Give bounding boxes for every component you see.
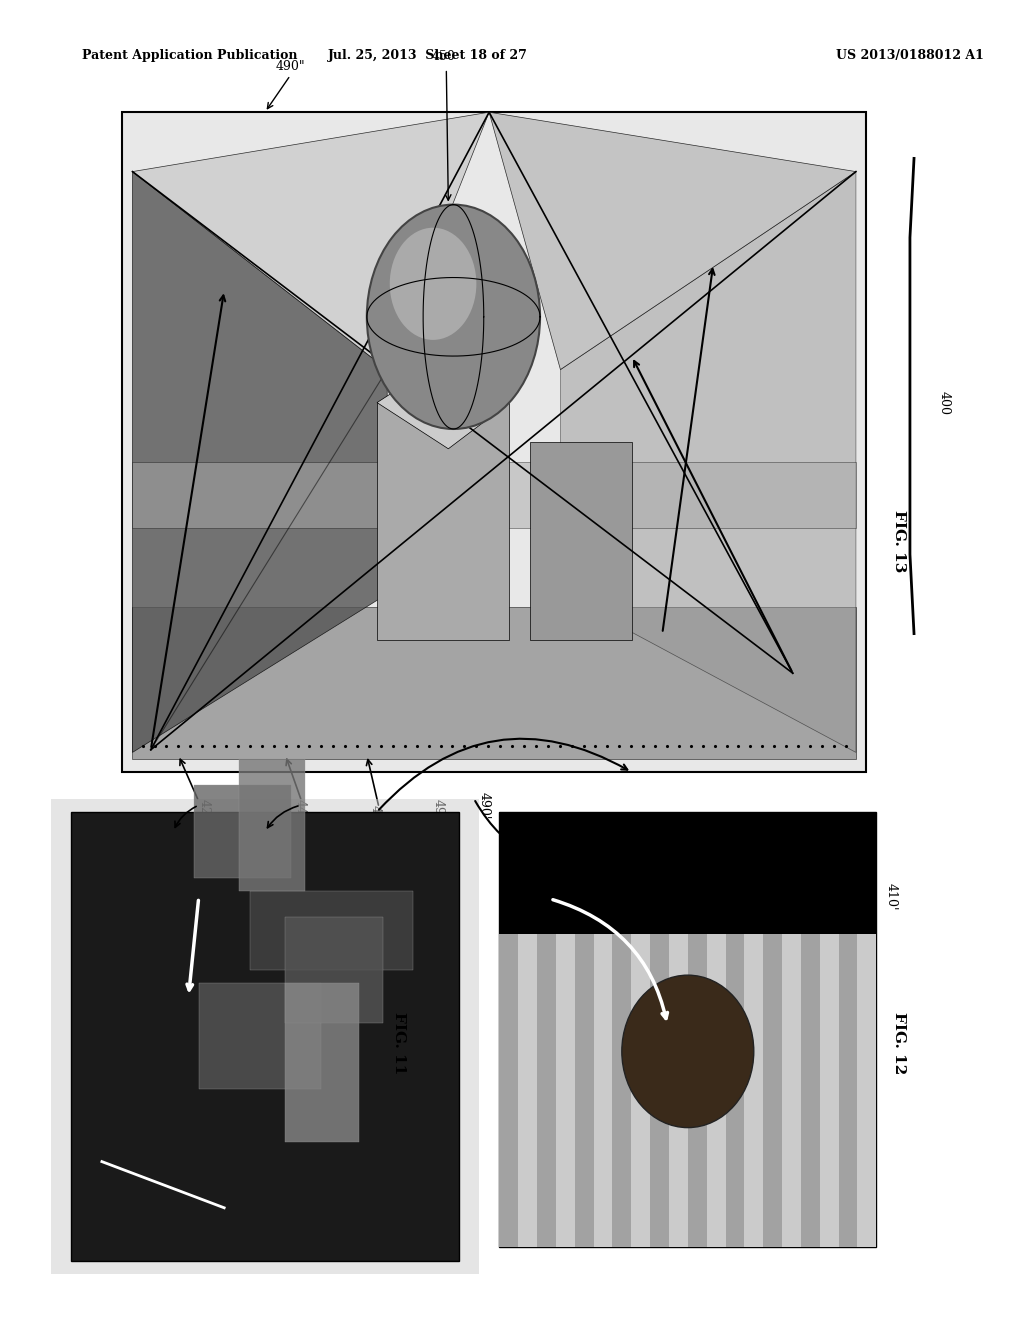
FancyBboxPatch shape (763, 865, 782, 1247)
FancyBboxPatch shape (122, 112, 866, 772)
FancyBboxPatch shape (500, 865, 518, 1247)
FancyBboxPatch shape (782, 865, 801, 1247)
FancyBboxPatch shape (650, 865, 669, 1247)
Text: 450: 450 (431, 50, 456, 63)
Polygon shape (132, 607, 856, 759)
FancyBboxPatch shape (556, 865, 574, 1247)
FancyBboxPatch shape (500, 812, 877, 1247)
Text: FIG. 13: FIG. 13 (892, 510, 905, 573)
Polygon shape (560, 172, 856, 752)
FancyBboxPatch shape (801, 865, 820, 1247)
Text: FIG. 11: FIG. 11 (392, 1011, 407, 1074)
Polygon shape (489, 112, 856, 370)
Circle shape (367, 205, 540, 429)
FancyBboxPatch shape (839, 865, 857, 1247)
Text: 490': 490' (477, 792, 490, 820)
Text: 440: 440 (294, 799, 307, 822)
FancyBboxPatch shape (688, 865, 707, 1247)
FancyBboxPatch shape (199, 983, 321, 1089)
FancyBboxPatch shape (537, 865, 556, 1247)
FancyBboxPatch shape (669, 865, 688, 1247)
Text: 490': 490' (432, 799, 444, 826)
FancyBboxPatch shape (612, 865, 631, 1247)
Text: 400: 400 (937, 391, 950, 414)
FancyBboxPatch shape (529, 442, 632, 640)
Polygon shape (132, 112, 489, 370)
FancyBboxPatch shape (820, 865, 839, 1247)
FancyBboxPatch shape (594, 865, 612, 1247)
Text: 410': 410' (885, 883, 898, 911)
Ellipse shape (622, 975, 754, 1127)
FancyBboxPatch shape (857, 865, 877, 1247)
Text: 420: 420 (198, 799, 210, 822)
FancyBboxPatch shape (726, 865, 744, 1247)
FancyBboxPatch shape (72, 812, 459, 1261)
FancyBboxPatch shape (286, 983, 358, 1142)
FancyBboxPatch shape (194, 785, 292, 878)
FancyBboxPatch shape (518, 865, 537, 1247)
Circle shape (390, 227, 476, 339)
Text: 430: 430 (369, 805, 382, 829)
Text: US 2013/0188012 A1: US 2013/0188012 A1 (836, 49, 983, 62)
FancyBboxPatch shape (286, 917, 383, 1023)
FancyBboxPatch shape (250, 891, 413, 970)
FancyBboxPatch shape (240, 759, 305, 891)
FancyBboxPatch shape (574, 865, 594, 1247)
Text: Jul. 25, 2013  Sheet 18 of 27: Jul. 25, 2013 Sheet 18 of 27 (328, 49, 528, 62)
Polygon shape (132, 172, 387, 752)
FancyBboxPatch shape (377, 403, 510, 640)
Polygon shape (132, 462, 856, 528)
FancyBboxPatch shape (500, 812, 877, 933)
FancyBboxPatch shape (51, 799, 479, 1274)
Text: 490": 490" (275, 59, 305, 73)
Text: FIG. 12: FIG. 12 (892, 1011, 905, 1074)
Text: Patent Application Publication: Patent Application Publication (82, 49, 297, 62)
FancyBboxPatch shape (631, 865, 650, 1247)
FancyBboxPatch shape (744, 865, 763, 1247)
Polygon shape (377, 356, 510, 449)
FancyBboxPatch shape (707, 865, 726, 1247)
